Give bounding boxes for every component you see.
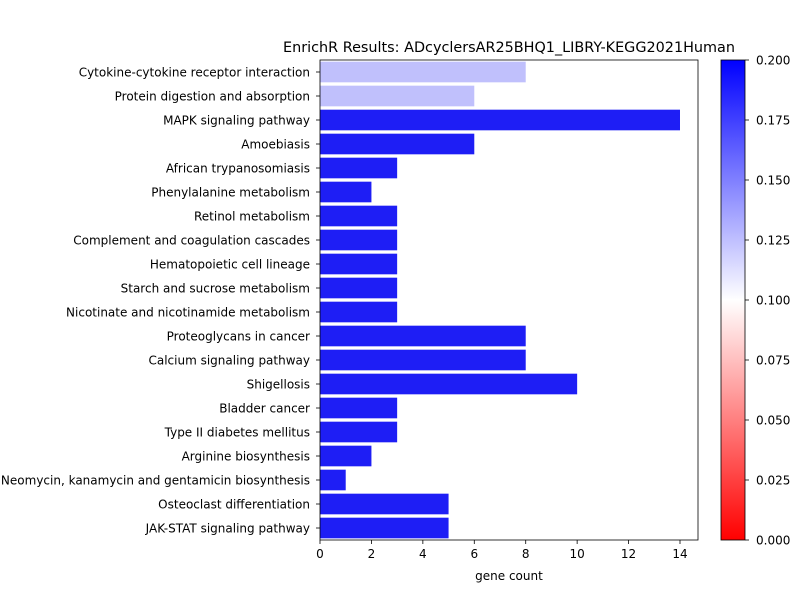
- colorbar-tick-label: 0.075: [756, 354, 790, 368]
- chart-title: EnrichR Results: ADcyclersAR25BHQ1_LIBRY…: [283, 40, 735, 56]
- y-tick-label: Bladder cancer: [219, 402, 310, 416]
- bar-5: [320, 157, 398, 179]
- y-tick-label: Type II diabetes mellitus: [164, 426, 310, 440]
- y-tick-label: Protein digestion and absorption: [115, 90, 310, 104]
- x-tick-label: 14: [672, 547, 687, 561]
- colorbar-tick-label: 0.000: [756, 534, 790, 548]
- bars-layer: [320, 61, 680, 539]
- colorbar-tick-label: 0.125: [756, 234, 790, 248]
- x-tick-label: 4: [419, 547, 427, 561]
- x-tick-label: 6: [470, 547, 478, 561]
- y-tick-label: Calcium signaling pathway: [148, 354, 310, 368]
- x-tick-label: 12: [621, 547, 636, 561]
- y-tick-label: Proteoglycans in cancer: [167, 330, 310, 344]
- y-tick-label: Hematopoietic cell lineage: [150, 258, 310, 272]
- y-tick-label: Arginine biosynthesis: [182, 450, 310, 464]
- colorbar-tick-label: 0.025: [756, 474, 790, 488]
- y-tick-label: JAK-STAT signaling pathway: [145, 522, 310, 536]
- bar-19: [320, 493, 449, 515]
- x-tick-label: 2: [368, 547, 376, 561]
- y-tick-labels: Cytokine-cytokine receptor interaction Pr…: [1, 66, 320, 536]
- y-tick-label: Complement and coagulation cascades: [73, 234, 310, 248]
- bar-14: [320, 373, 578, 395]
- bar-9: [320, 253, 398, 275]
- y-tick-label: MAPK signaling pathway: [163, 114, 310, 128]
- bar-17: [320, 445, 372, 467]
- colorbar-tick-label: 0.100: [756, 294, 790, 308]
- x-tick-label: 8: [522, 547, 530, 561]
- bar-18: [320, 469, 346, 491]
- y-tick-label: Starch and sucrose metabolism: [121, 282, 310, 296]
- bar-4: [320, 133, 475, 155]
- bar-8: [320, 229, 398, 251]
- y-tick-label: Phenylalanine metabolism: [151, 186, 310, 200]
- bar-20: [320, 517, 449, 539]
- colorbar-ticks: 0.000 0.025 0.050 0.075 0.100 0.125 0.150 0.175…: [745, 54, 790, 548]
- bar-3: [320, 109, 680, 131]
- bar-6: [320, 181, 372, 203]
- x-axis: 0 2 4 6 8 10 12 14: [316, 540, 688, 561]
- y-tick-label: Retinol metabolism: [194, 210, 310, 224]
- y-tick-label: Shigellosis: [247, 378, 310, 392]
- colorbar-tick-label: 0.175: [756, 114, 790, 128]
- x-tick-label: 0: [316, 547, 324, 561]
- colorbar-tick-label: 0.200: [756, 54, 790, 68]
- bar-15: [320, 397, 398, 419]
- bar-11: [320, 301, 398, 323]
- y-tick-label: Nicotinate and nicotinamide metabolism: [66, 306, 310, 320]
- colorbar-gradient: [720, 59, 746, 541]
- y-tick-label: African trypanosomiasis: [166, 162, 310, 176]
- y-tick-label: Osteoclast differentiation: [158, 498, 310, 512]
- y-tick-label: Cytokine-cytokine receptor interaction: [79, 66, 310, 80]
- plot-frame: [319, 59, 699, 541]
- bar-1: [320, 61, 526, 83]
- x-axis-label: gene count: [475, 569, 543, 583]
- y-tick-label: Neomycin, kanamycin and gentamicin biosy…: [1, 474, 310, 488]
- colorbar-tick-label: 0.150: [756, 174, 790, 188]
- y-tick-label: Amoebiasis: [241, 138, 310, 152]
- bar-12: [320, 325, 526, 347]
- bar-7: [320, 205, 398, 227]
- x-tick-label: 10: [570, 547, 585, 561]
- bar-2: [320, 85, 475, 107]
- bar-13: [320, 349, 526, 371]
- colorbar-tick-label: 0.050: [756, 414, 790, 428]
- bar-10: [320, 277, 398, 299]
- colorbar: 0.000 0.025 0.050 0.075 0.100 0.125 0.150 0.175…: [720, 54, 790, 548]
- bar-16: [320, 421, 398, 443]
